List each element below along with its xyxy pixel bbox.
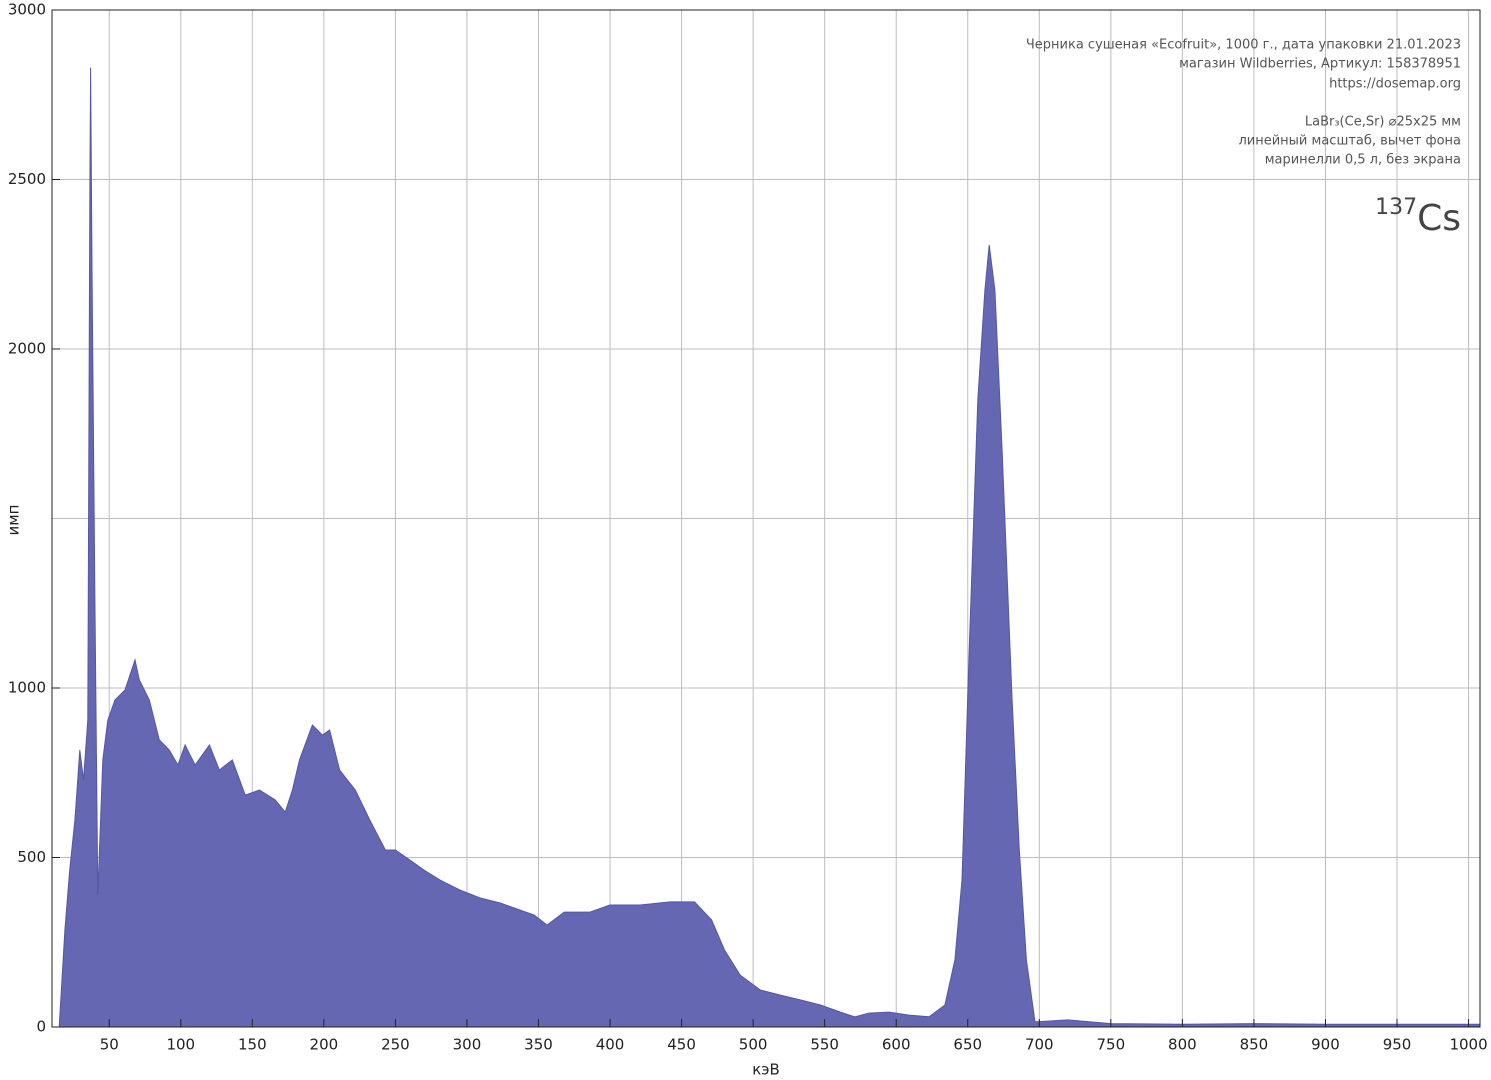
annotation: https://dosemap.org bbox=[1329, 77, 1461, 92]
x-tick-label: 100 bbox=[166, 1036, 195, 1054]
x-tick-label: 900 bbox=[1311, 1036, 1340, 1054]
annotation: LaBr₃(Ce,Sr) ⌀25x25 мм bbox=[1305, 115, 1461, 130]
x-tick-label: 850 bbox=[1240, 1036, 1269, 1054]
y-axis-label: имп bbox=[5, 505, 23, 536]
x-tick-label: 800 bbox=[1168, 1036, 1197, 1054]
y-tick-label: 2500 bbox=[8, 170, 46, 188]
x-tick-label: 750 bbox=[1097, 1036, 1126, 1054]
annotations: Черника сушеная «Ecofruit», 1000 г., дат… bbox=[1026, 38, 1461, 168]
spectrum-area bbox=[58, 67, 1481, 1028]
x-tick-label: 500 bbox=[739, 1036, 768, 1054]
x-axis-label: кэВ bbox=[752, 1061, 780, 1079]
annotation: Черника сушеная «Ecofruit», 1000 г., дат… bbox=[1026, 38, 1461, 53]
y-tick-label: 2000 bbox=[8, 340, 46, 358]
y-tick-label: 0 bbox=[36, 1018, 46, 1036]
isotope-symbol: Cs bbox=[1417, 198, 1461, 239]
y-tick-label: 1000 bbox=[8, 679, 46, 697]
y-tick-label: 3000 bbox=[8, 1, 46, 19]
isotope-mass: 137 bbox=[1375, 195, 1417, 220]
plot-frame bbox=[51, 9, 1481, 1028]
x-tick-label: 550 bbox=[810, 1036, 839, 1054]
x-tick-label: 450 bbox=[667, 1036, 696, 1054]
x-tick-label: 150 bbox=[238, 1036, 267, 1054]
annotation: маринелли 0,5 л, без экрана bbox=[1265, 153, 1461, 168]
annotation: магазин Wildberries, Артикул: 158378951 bbox=[1179, 57, 1461, 72]
x-tick-label: 300 bbox=[453, 1036, 482, 1054]
isotope-label: 137Cs bbox=[1375, 195, 1461, 239]
x-tick-label: 400 bbox=[596, 1036, 625, 1054]
x-tick-label: 700 bbox=[1025, 1036, 1054, 1054]
x-tick-label: 250 bbox=[381, 1036, 410, 1054]
x-tick-label: 200 bbox=[310, 1036, 339, 1054]
x-tick-label: 950 bbox=[1383, 1036, 1412, 1054]
x-tick-label: 650 bbox=[953, 1036, 982, 1054]
y-tick-label: 500 bbox=[17, 848, 46, 866]
x-tick-label: 600 bbox=[882, 1036, 911, 1054]
x-tick-label: 1000 bbox=[1449, 1036, 1487, 1054]
x-tick-label: 350 bbox=[524, 1036, 553, 1054]
x-tick-label: 50 bbox=[100, 1036, 119, 1054]
annotation: линейный масштаб, вычет фона bbox=[1238, 134, 1461, 149]
